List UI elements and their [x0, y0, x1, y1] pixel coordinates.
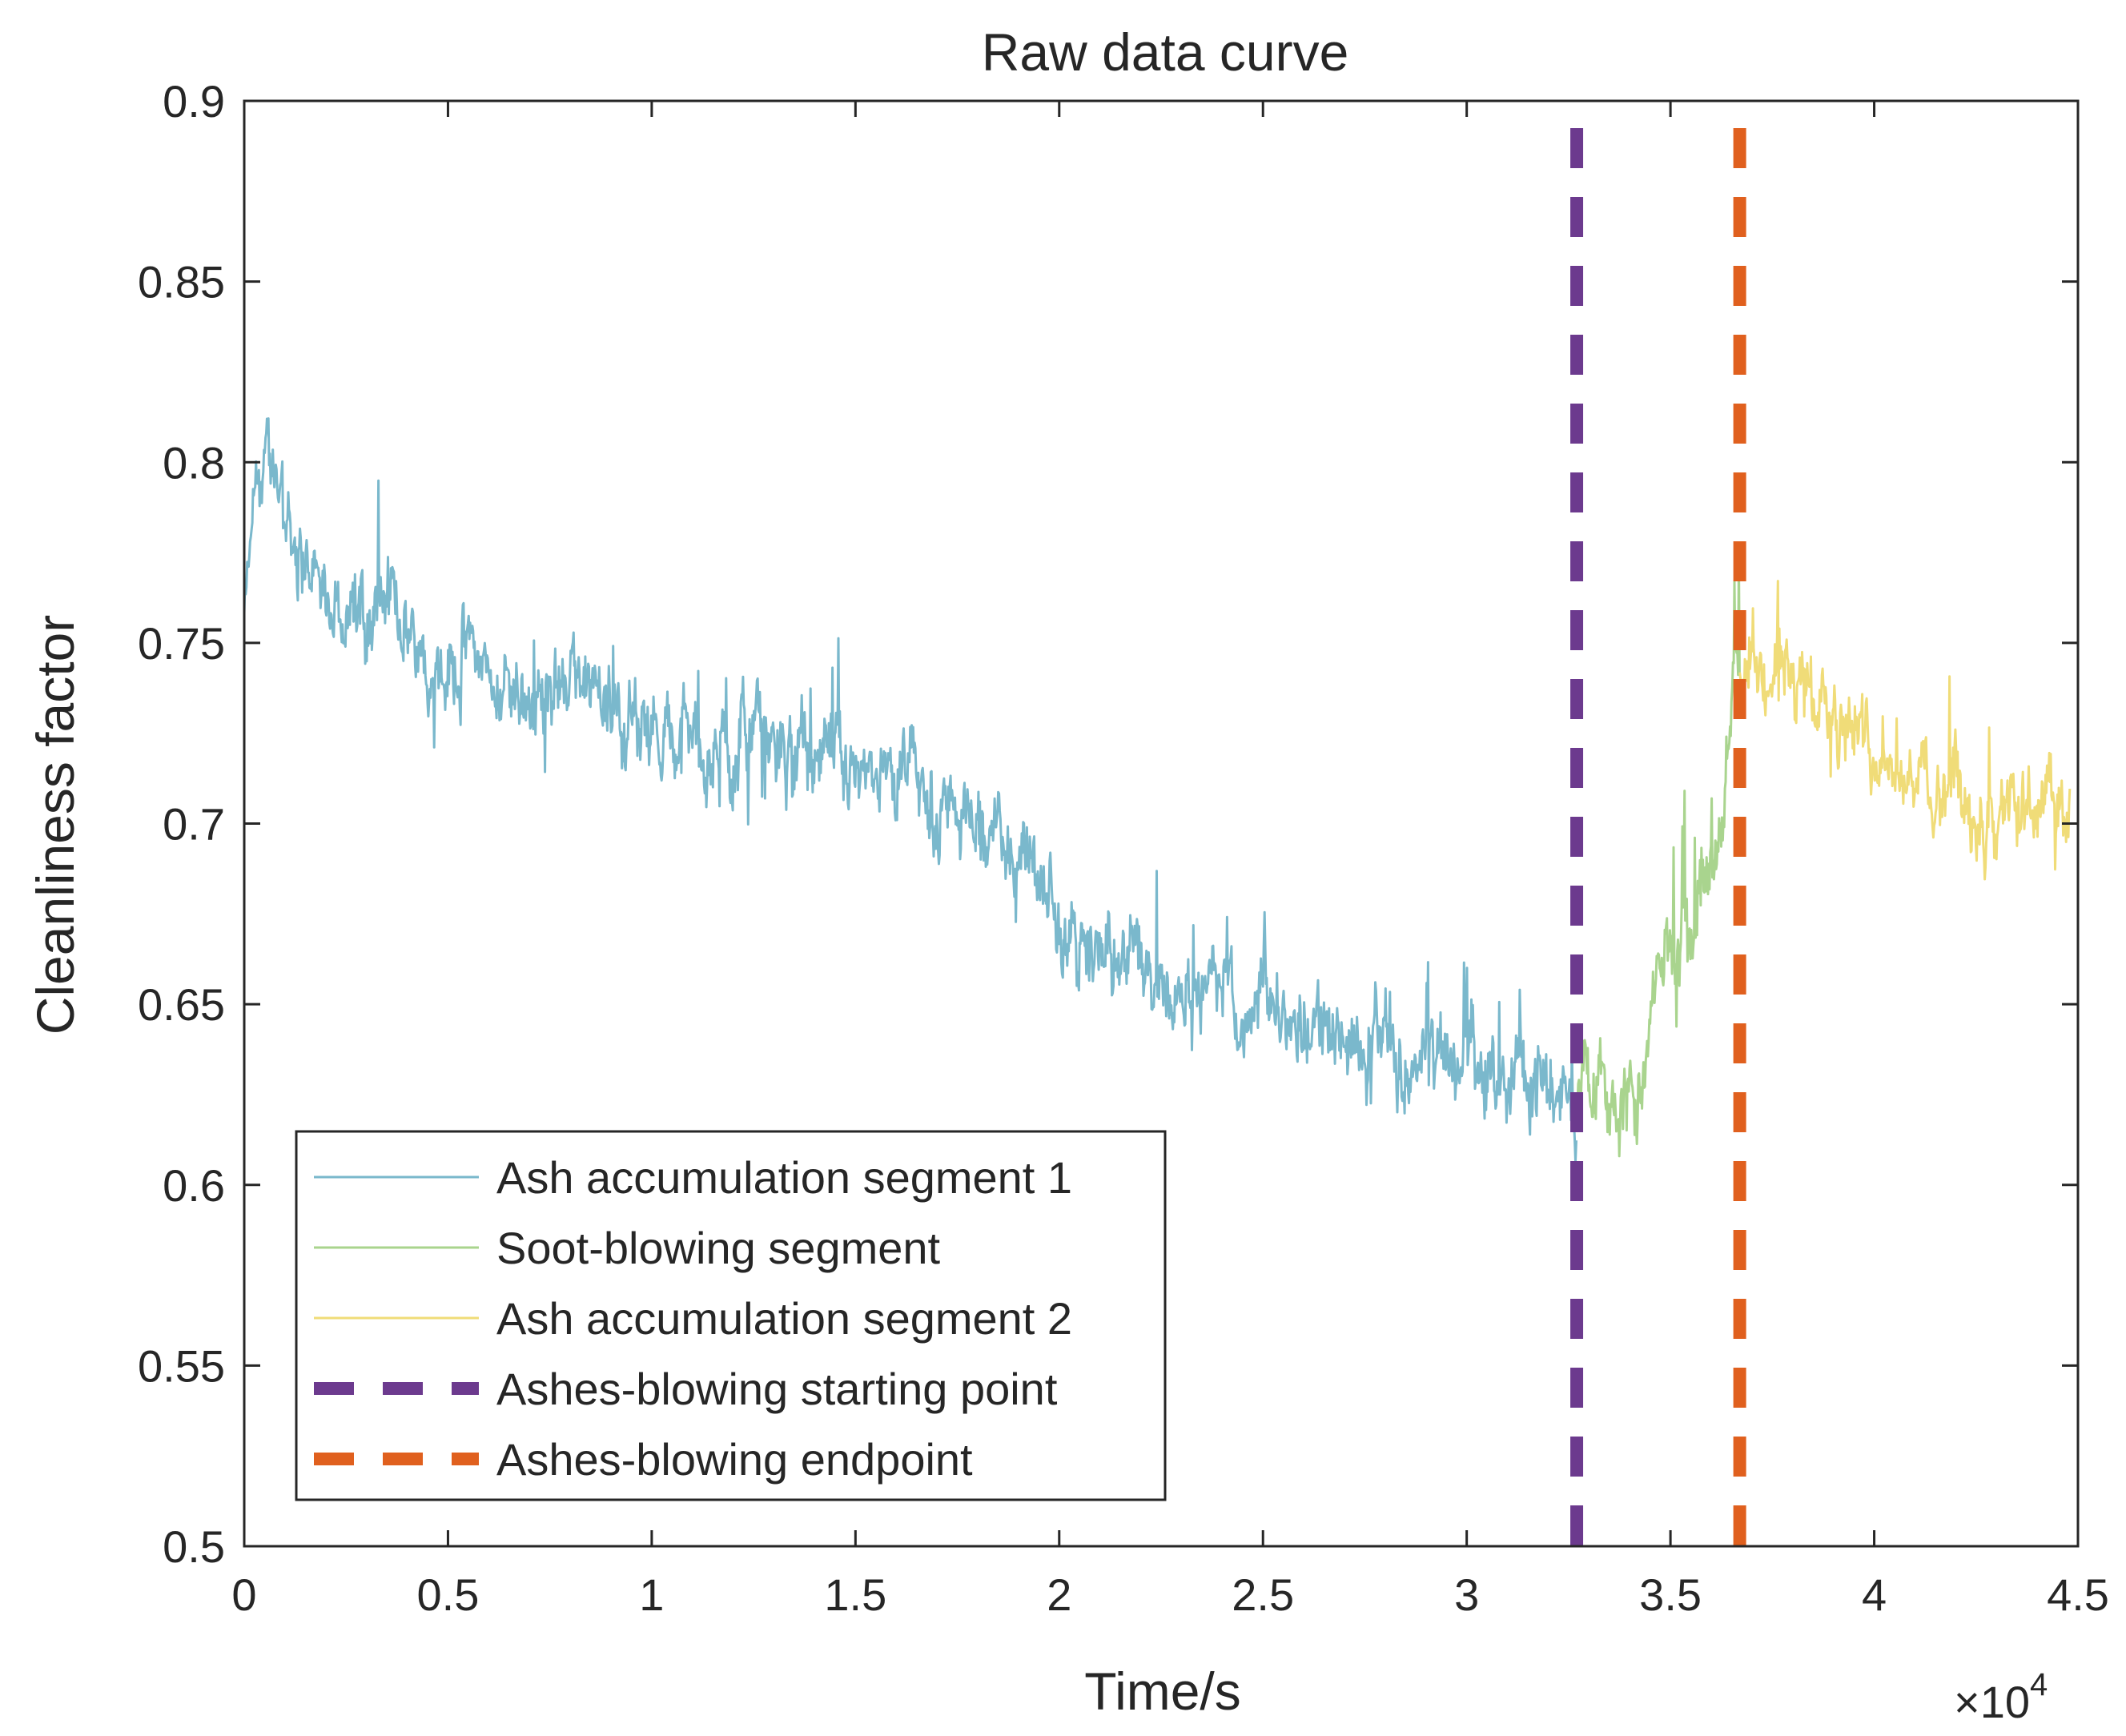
x-tick-label: 0.5: [417, 1569, 480, 1620]
x-axis-exponent: ×104: [1954, 1667, 2048, 1727]
x-tick-label: 0: [231, 1569, 256, 1620]
x-tick-label: 3.5: [1639, 1569, 1702, 1620]
y-axis: 0.5 0.55 0.6 0.65 0.7 0.75 0.8 0.85 0.9: [138, 76, 2078, 1572]
x-tick-label: 3: [1454, 1569, 1479, 1620]
y-tick-label: 0.55: [138, 1340, 225, 1391]
y-axis-title: Cleanliness factor: [26, 615, 85, 1035]
series-line-1: [244, 417, 1577, 1163]
y-tick-label: 0.5: [163, 1521, 225, 1572]
x-tick-label: 4.5: [2047, 1569, 2109, 1620]
x-exponent-base: ×10: [1954, 1677, 2030, 1727]
y-tick-label: 0.8: [163, 437, 225, 488]
legend-box: [295, 1130, 1167, 1501]
y-tick-label: 0.85: [138, 257, 225, 307]
y-tick-label: 0.7: [163, 799, 225, 850]
y-tick-label: 0.9: [163, 76, 225, 127]
y-tick-label: 0.75: [138, 618, 225, 669]
x-tick-label: 1: [639, 1569, 664, 1620]
series-line-2: [1575, 558, 1741, 1158]
y-tick-label: 0.6: [163, 1160, 225, 1211]
x-tick-label: 4: [1862, 1569, 1887, 1620]
legend-label: Ashes-blowing endpoint: [496, 1434, 973, 1485]
x-tick-label: 2: [1047, 1569, 1071, 1620]
vertical-line-layer: [1570, 128, 1746, 1546]
x-axis-title: Time/s: [1084, 1662, 1241, 1721]
legend-label: Ashes-blowing starting point: [496, 1364, 1058, 1414]
legend-label: Ash accumulation segment 1: [496, 1152, 1072, 1203]
x-axis: 0 0.5 1 1.5 2 2.5 3 3.5 4 4.5: [231, 101, 2109, 1620]
series-line-3: [1738, 580, 2072, 881]
x-tick-label: 2.5: [1232, 1569, 1294, 1620]
chart-title: Raw data curve: [982, 22, 1349, 82]
legend-label: Ash accumulation segment 2: [496, 1293, 1072, 1344]
legend-label: Soot-blowing segment: [496, 1223, 941, 1273]
legend: Ash accumulation segment 1 Soot-blowing s…: [295, 1130, 1167, 1501]
x-tick-label: 1.5: [824, 1569, 886, 1620]
x-exponent-power: 4: [2030, 1667, 2048, 1702]
series-layer: [244, 417, 2072, 1163]
y-tick-label: 0.65: [138, 979, 225, 1030]
